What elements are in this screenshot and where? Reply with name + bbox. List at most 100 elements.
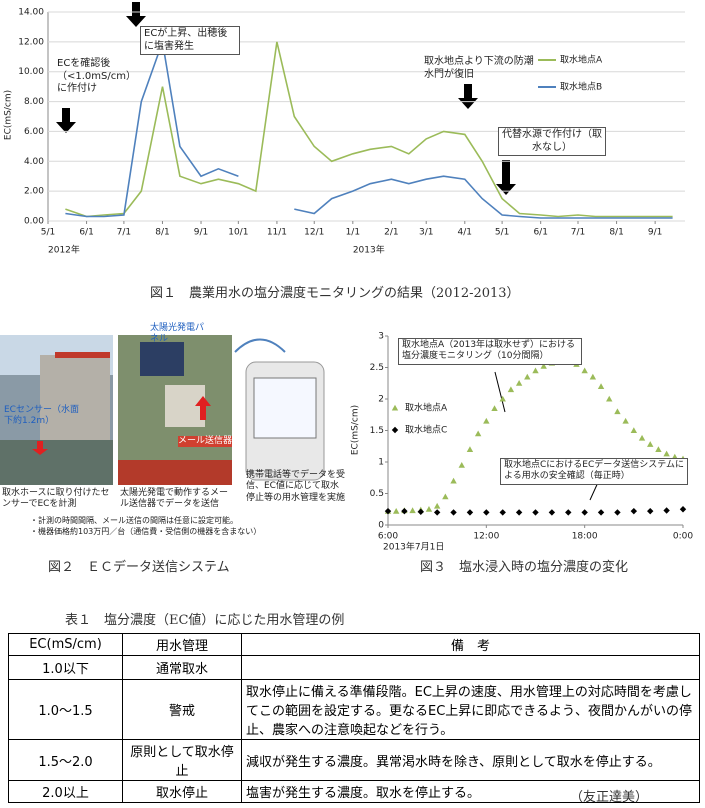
x-tick-label: 6:00: [378, 532, 398, 542]
line: [65, 38, 673, 219]
point: [409, 507, 416, 514]
point: [663, 507, 670, 514]
table-cell: 2.0以上: [8, 780, 123, 803]
point: [401, 507, 408, 515]
y-tick-label: 8.00: [24, 97, 44, 107]
point: [433, 509, 441, 516]
note: ・機器価格約103万円／台（通信費・受信側の機器を含まない）: [30, 527, 262, 536]
point: [474, 430, 482, 437]
x-tick-label: 5/1: [495, 228, 509, 238]
point: [384, 507, 392, 515]
photo-label: 太陽光発電パネル: [150, 323, 205, 345]
point: [499, 509, 506, 516]
point: [524, 373, 531, 380]
y-tick-label: 0.00: [24, 217, 44, 227]
point: [581, 367, 588, 374]
photo-rail: [118, 460, 232, 485]
table-cell: [241, 655, 700, 680]
table-row: 1.0～1.5 警戒 取水停止に備える準備段階。EC上昇の速度、用水管理上の対応時間…: [8, 679, 700, 740]
x-tick-label: 12/1: [304, 228, 324, 238]
table-row: 2.0以上 取水停止 塩害が発生する濃度。取水を停止する。: [8, 780, 700, 803]
table: EC(mS/cm) 用水管理 備 考 1.0以下 通常取水 1.0～1.5 警戒 取水停…: [8, 633, 700, 803]
point: [483, 417, 490, 424]
point: [466, 509, 474, 516]
point: [392, 507, 400, 514]
x-tick-label: 18:00: [572, 532, 598, 542]
y-tick-label: 0: [378, 521, 384, 531]
table-header: EC(mS/cm) 用水管理 備 考: [8, 633, 700, 656]
point: [679, 506, 687, 513]
point: [491, 405, 498, 412]
point: [442, 493, 449, 500]
caption: 図３ 塩水浸入時の塩分濃度の変化: [420, 560, 629, 575]
table-cell: 通常取水: [122, 655, 242, 680]
annotation: 代替水源で作付け（取水なし）: [498, 127, 606, 156]
point: [630, 507, 638, 515]
point: [425, 506, 433, 512]
phone-screen: [253, 377, 317, 439]
x-tick-label: 6/1: [533, 228, 547, 238]
point: [466, 446, 474, 452]
header-cell: 備 考: [241, 633, 700, 656]
x-tick-label: 10/1: [228, 228, 248, 238]
x-tick-label: 2/1: [384, 228, 398, 238]
header-cell: EC(mS/cm): [8, 633, 123, 656]
point: [622, 417, 629, 424]
table-row: 1.0以下 通常取水: [8, 655, 700, 680]
y-tick-label: 1: [378, 458, 384, 468]
figure-2-photos: [0, 335, 325, 485]
point: [630, 427, 638, 434]
x-tick-label: 0:00: [673, 532, 693, 542]
photo-water: [0, 440, 113, 485]
y-tick-label: 3: [378, 332, 384, 342]
y-tick-label: 0.5: [370, 489, 384, 499]
point: [417, 508, 424, 515]
table-cell: 1.5～2.0: [8, 739, 123, 781]
point: [597, 383, 605, 389]
table-cell: 原則として取水停止: [122, 739, 242, 781]
author: （友正達美）: [570, 790, 649, 805]
y-tick-label: 14.00: [18, 8, 44, 18]
x-tick-label: 1/1: [346, 228, 360, 238]
legend-marker: [391, 426, 399, 434]
point: [647, 507, 654, 515]
table-cell: 1.0～1.5: [8, 679, 123, 740]
annotation: 取水地点CにおけるECデータ送信システムによる用水の安全確認（毎正時）: [500, 458, 688, 485]
x-tick-label: 9/1: [648, 228, 662, 238]
photo-description: 太陽光発電で動作するメール送信器でデータを送信: [120, 488, 229, 510]
point: [507, 386, 515, 393]
x-tick-label: 4/1: [458, 228, 472, 238]
y-tick-label: 10.00: [18, 67, 44, 77]
photo-arrow: [32, 441, 48, 455]
figure-1-chart: EC(mS/cm) 0.00 2.00 4.00 6.00 8.00 10.00 12.00…: [4, 2, 685, 256]
table-cell: 取水停止に備える準備段階。EC上昇の速度、用水管理上の対応時間を考慮してこの範囲…: [241, 679, 700, 740]
photo-railing: [55, 352, 110, 358]
legend-label: 取水地点A: [405, 402, 448, 414]
photo-label: メール送信器: [178, 436, 233, 448]
year-label: 2013年: [353, 244, 385, 256]
x-tick-label: 5/1: [41, 228, 55, 238]
y-tick-label: 6.00: [24, 127, 44, 137]
y-tick-label: 1.5: [370, 426, 384, 436]
y-tick-label: 4.00: [24, 157, 44, 167]
table-cell: 警戒: [122, 679, 242, 740]
annotation: ECを確認後（<1.0mS/cm）に作付け: [57, 58, 131, 94]
point: [614, 509, 621, 516]
note: ・計測の時間間隔、メール送信の間隔は任意に設定可能。: [30, 516, 238, 525]
photo-arrow: [195, 396, 211, 420]
y-axis-label: EC(mS/cm): [4, 90, 14, 140]
photo-label: ECセンサー（水面下約1.2m）: [4, 405, 79, 427]
x-tick-label: 12:00: [473, 532, 499, 542]
point: [581, 509, 588, 516]
x-tick-label: 3/1: [419, 228, 433, 238]
table-row: 1.5～2.0 原則として取水停止 減収が発生する濃度。異常渇水時を除き、原則として…: [8, 739, 700, 781]
annotation: 取水地点A（2013年は取水せず）における塩分濃度モニタリング（10分間隔）: [398, 338, 582, 365]
x-tick-label: 7/1: [571, 228, 585, 238]
photo-description: 取水ホースに取り付けたセンサーでECを計測: [2, 488, 110, 510]
table-title: 表１ 塩分濃度（EC値）に応じた用水管理の例: [65, 613, 345, 628]
x-tick-label: 8/1: [155, 228, 169, 238]
legend-label: 取水地点C: [405, 424, 447, 436]
y-tick-label: 12.00: [18, 37, 44, 47]
point: [450, 477, 457, 484]
year-label: 2012年: [48, 244, 80, 256]
